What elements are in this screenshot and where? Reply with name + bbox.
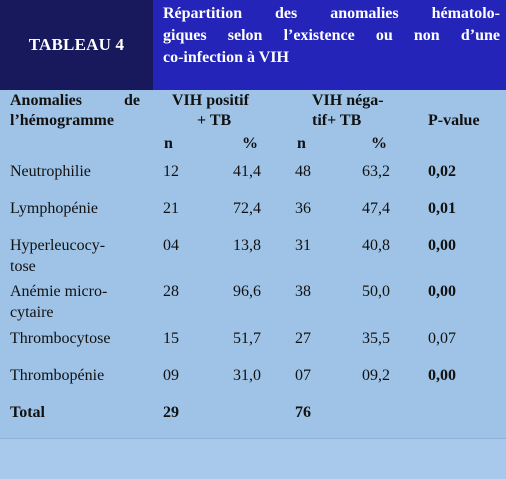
cell-pos-n: 28 (163, 283, 179, 300)
column-header-hiv-positive: + TB (197, 112, 232, 129)
cell-pos-pct: 51,7 (233, 330, 261, 347)
column-header-anomaly: l’hémogramme (10, 112, 114, 129)
cell-pvalue: 0,00 (428, 367, 456, 384)
row-label: Neutrophilie (10, 163, 91, 180)
column-header-hiv-negative: VIH néga- (312, 92, 384, 109)
cell-pvalue: 0,00 (428, 283, 456, 300)
table-title-line: Répartition des anomalies hématolo- (163, 5, 500, 22)
cell-pos-pct: 96,6 (233, 283, 261, 300)
cell-neg-n: 07 (295, 367, 311, 384)
cell-neg-n: 38 (295, 283, 311, 300)
table-number-label: TABLEAU 4 (0, 0, 153, 90)
cell-pvalue: 0,01 (428, 200, 456, 217)
column-header-anomaly: Anomalies de (10, 92, 140, 109)
cell-neg-pct: 09,2 (362, 367, 390, 384)
cell-pos-n: 21 (163, 200, 179, 217)
cell-pvalue: 0,00 (428, 237, 456, 254)
table-footer (0, 438, 506, 479)
cell-pos-pct: 13,8 (233, 237, 261, 254)
cell-pvalue: 0,07 (428, 330, 456, 347)
cell-neg-n: 31 (295, 237, 311, 254)
table-header: TABLEAU 4 Répartition des anomalies héma… (0, 0, 506, 90)
cell-pos-n: 04 (163, 237, 179, 254)
subheader-n: n (297, 135, 306, 152)
column-header-hiv-negative: tif+ TB (312, 112, 362, 129)
total-neg-n: 76 (295, 404, 311, 421)
row-label: cytaire (10, 304, 54, 321)
cell-pos-n: 12 (163, 163, 179, 180)
total-pos-n: 29 (163, 404, 179, 421)
cell-neg-pct: 40,8 (362, 237, 390, 254)
table-title-line: giques selon l’existence ou non d’une (163, 27, 500, 44)
cell-neg-pct: 35,5 (362, 330, 390, 347)
cell-neg-n: 27 (295, 330, 311, 347)
table-number-text: TABLEAU 4 (28, 35, 125, 54)
row-label: Thrombopénie (10, 367, 105, 384)
row-label: Anémie micro- (10, 283, 108, 300)
column-header-hiv-positive: VIH positif (172, 92, 249, 109)
cell-pos-n: 15 (163, 330, 179, 347)
subheader-percent: % (242, 135, 258, 152)
subheader-percent: % (371, 135, 387, 152)
cell-pvalue: 0,02 (428, 163, 456, 180)
data-table: Anomalies de l’hémogramme VIH positif + … (0, 90, 506, 438)
cell-pos-pct: 72,4 (233, 200, 261, 217)
cell-neg-n: 36 (295, 200, 311, 217)
cell-neg-pct: 47,4 (362, 200, 390, 217)
cell-neg-pct: 50,0 (362, 283, 390, 300)
row-label: Hyperleucocy- (10, 237, 106, 254)
cell-pos-pct: 41,4 (233, 163, 261, 180)
total-label: Total (10, 404, 45, 421)
cell-neg-n: 48 (295, 163, 311, 180)
row-label: tose (10, 258, 36, 275)
cell-pos-n: 09 (163, 367, 179, 384)
table-title-line: co-infection à VIH (163, 49, 289, 66)
table-title: Répartition des anomalies hématolo- giqu… (153, 0, 506, 90)
cell-pos-pct: 31,0 (233, 367, 261, 384)
column-header-pvalue: P-value (428, 112, 480, 129)
cell-neg-pct: 63,2 (362, 163, 390, 180)
row-label: Lymphopénie (10, 200, 98, 217)
row-label: Thrombocytose (10, 330, 111, 347)
subheader-n: n (164, 135, 173, 152)
